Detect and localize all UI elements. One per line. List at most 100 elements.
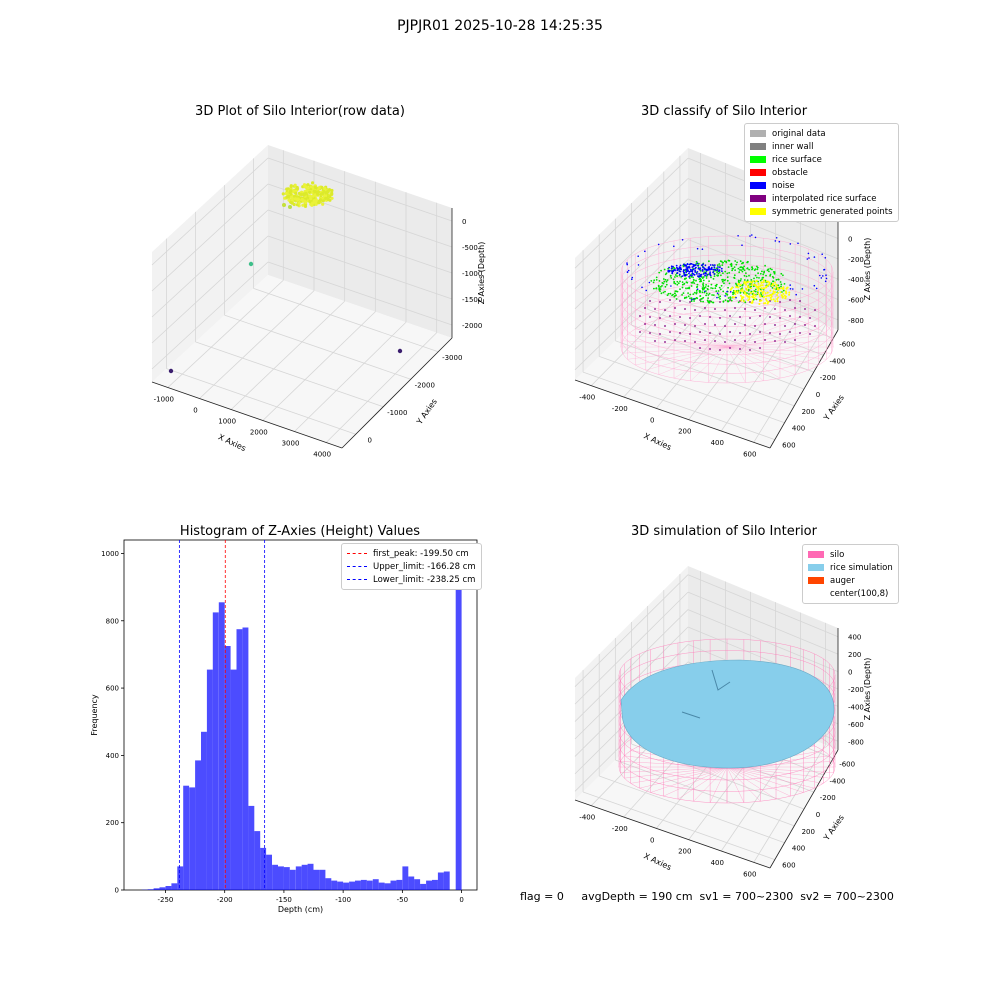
point xyxy=(734,339,736,341)
x-tick-label: 400 xyxy=(711,859,724,867)
point xyxy=(669,315,671,317)
point xyxy=(664,325,666,327)
point xyxy=(785,296,787,298)
point xyxy=(774,273,776,275)
x-tick-label: 0 xyxy=(650,416,654,424)
point xyxy=(690,269,692,271)
point xyxy=(734,266,736,268)
point xyxy=(705,273,707,275)
point xyxy=(727,287,729,289)
z-tick-label: -2000 xyxy=(462,322,482,330)
point xyxy=(819,275,821,277)
point xyxy=(684,265,686,267)
legend-swatch xyxy=(347,579,367,580)
z-tick-label: -800 xyxy=(848,738,864,746)
z-tick-label: -500 xyxy=(462,244,478,252)
y-tick-label: 1000 xyxy=(101,550,119,558)
y-tick-label: 600 xyxy=(782,862,795,870)
point xyxy=(735,291,737,293)
legend-entry: first_peak: -199.50 cm xyxy=(347,547,476,560)
point xyxy=(749,281,751,283)
point xyxy=(674,269,676,271)
point xyxy=(722,281,724,283)
point xyxy=(758,277,760,279)
point xyxy=(714,275,716,277)
point xyxy=(725,299,727,301)
point xyxy=(692,293,694,295)
point xyxy=(671,265,673,267)
point xyxy=(680,271,682,273)
point xyxy=(310,185,313,188)
x-tick-label: -250 xyxy=(158,896,174,904)
y-tick-label: 0 xyxy=(816,391,820,399)
point xyxy=(688,295,690,297)
legend-swatch xyxy=(347,566,367,567)
point xyxy=(659,301,661,303)
point xyxy=(774,282,776,284)
point xyxy=(709,302,711,304)
legend-entry: auger xyxy=(808,574,893,587)
y-tick-label: 0 xyxy=(368,436,372,444)
point xyxy=(734,274,736,276)
point xyxy=(742,269,744,271)
classify-legend: original data inner wall rice surface obsta… xyxy=(744,123,899,222)
point xyxy=(804,308,806,310)
legend-entry: obstacle xyxy=(750,166,893,179)
point xyxy=(732,296,734,298)
histogram-bar xyxy=(420,884,426,890)
point xyxy=(665,286,667,288)
point xyxy=(712,271,714,273)
point xyxy=(734,293,736,295)
point xyxy=(702,291,704,293)
point xyxy=(823,269,825,271)
point xyxy=(667,271,669,273)
legend-swatch xyxy=(347,553,367,554)
point xyxy=(745,294,747,296)
x-tick-label: 200 xyxy=(678,848,691,856)
point xyxy=(704,291,706,293)
point xyxy=(729,331,731,333)
point xyxy=(759,347,761,349)
point xyxy=(692,266,694,268)
point xyxy=(710,287,712,289)
point xyxy=(683,283,685,285)
histogram-bar xyxy=(438,873,444,891)
y-axis-label: Frequency xyxy=(90,694,99,736)
point xyxy=(663,292,665,294)
point xyxy=(667,279,669,281)
point xyxy=(767,303,769,305)
point xyxy=(729,315,731,317)
z-tick-label: 0 xyxy=(462,218,466,226)
point xyxy=(650,280,652,282)
histogram-bar xyxy=(391,881,397,890)
point xyxy=(742,271,744,273)
point xyxy=(814,309,816,311)
point xyxy=(770,274,772,276)
point xyxy=(724,295,726,297)
point xyxy=(687,268,689,270)
y-tick-label: 400 xyxy=(792,845,805,853)
point xyxy=(681,275,683,277)
point xyxy=(714,266,716,268)
point xyxy=(679,300,681,302)
point xyxy=(699,291,701,293)
point xyxy=(658,272,660,274)
point xyxy=(756,287,758,289)
point xyxy=(807,258,809,260)
y-tick-label: 200 xyxy=(802,828,815,836)
point xyxy=(794,339,796,341)
x-tick-label: -50 xyxy=(397,896,408,904)
histogram-bar xyxy=(154,888,160,890)
point xyxy=(740,290,742,292)
point xyxy=(740,266,742,268)
point xyxy=(775,240,777,242)
point xyxy=(638,264,640,266)
raw-3d-plot: -1000010002000300040000-1000-2000-3000-2… xyxy=(152,145,486,459)
point xyxy=(729,347,731,349)
point xyxy=(721,264,723,266)
point xyxy=(689,333,691,335)
point xyxy=(709,293,711,295)
point xyxy=(691,282,693,284)
point xyxy=(649,332,651,334)
point xyxy=(654,308,656,310)
